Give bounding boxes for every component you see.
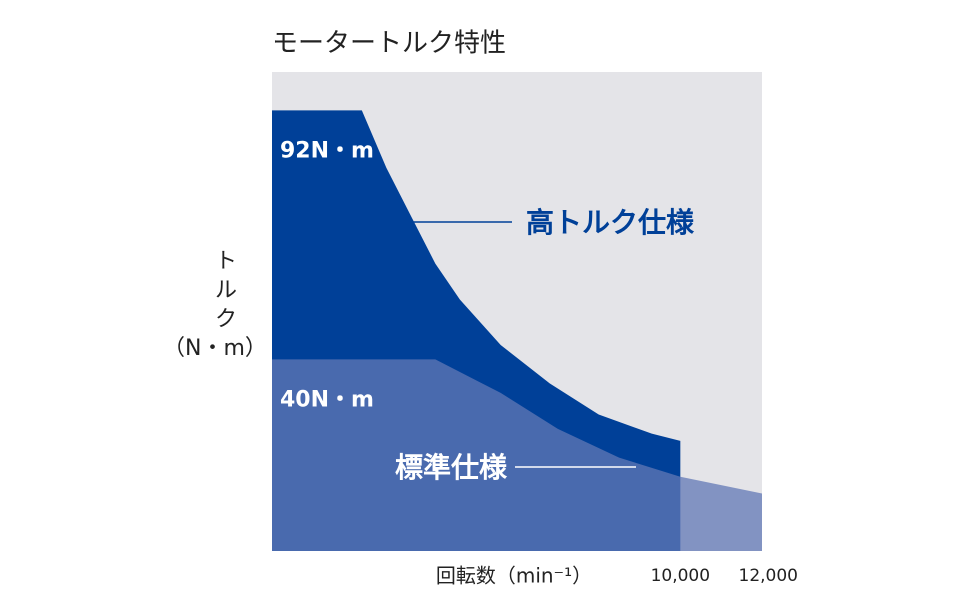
value-annotation: 92N・m — [280, 138, 374, 163]
y-axis-label: ク — [215, 307, 237, 332]
x-tick-label: 10,000 — [651, 566, 710, 586]
series-label: 標準仕様 — [395, 451, 508, 484]
y-axis-label: （N・m） — [163, 336, 267, 361]
area — [272, 359, 762, 551]
value-annotation: 40N・m — [280, 387, 374, 412]
y-axis-label: ト — [215, 249, 237, 274]
x-axis-label: 回転数（min⁻¹） — [436, 564, 592, 588]
x-tick-label: 12,000 — [739, 566, 798, 586]
chart-title: モータートルク特性 — [272, 29, 506, 59]
y-axis-label: ル — [215, 278, 237, 303]
series-label: 高トルク仕様 — [526, 206, 695, 239]
